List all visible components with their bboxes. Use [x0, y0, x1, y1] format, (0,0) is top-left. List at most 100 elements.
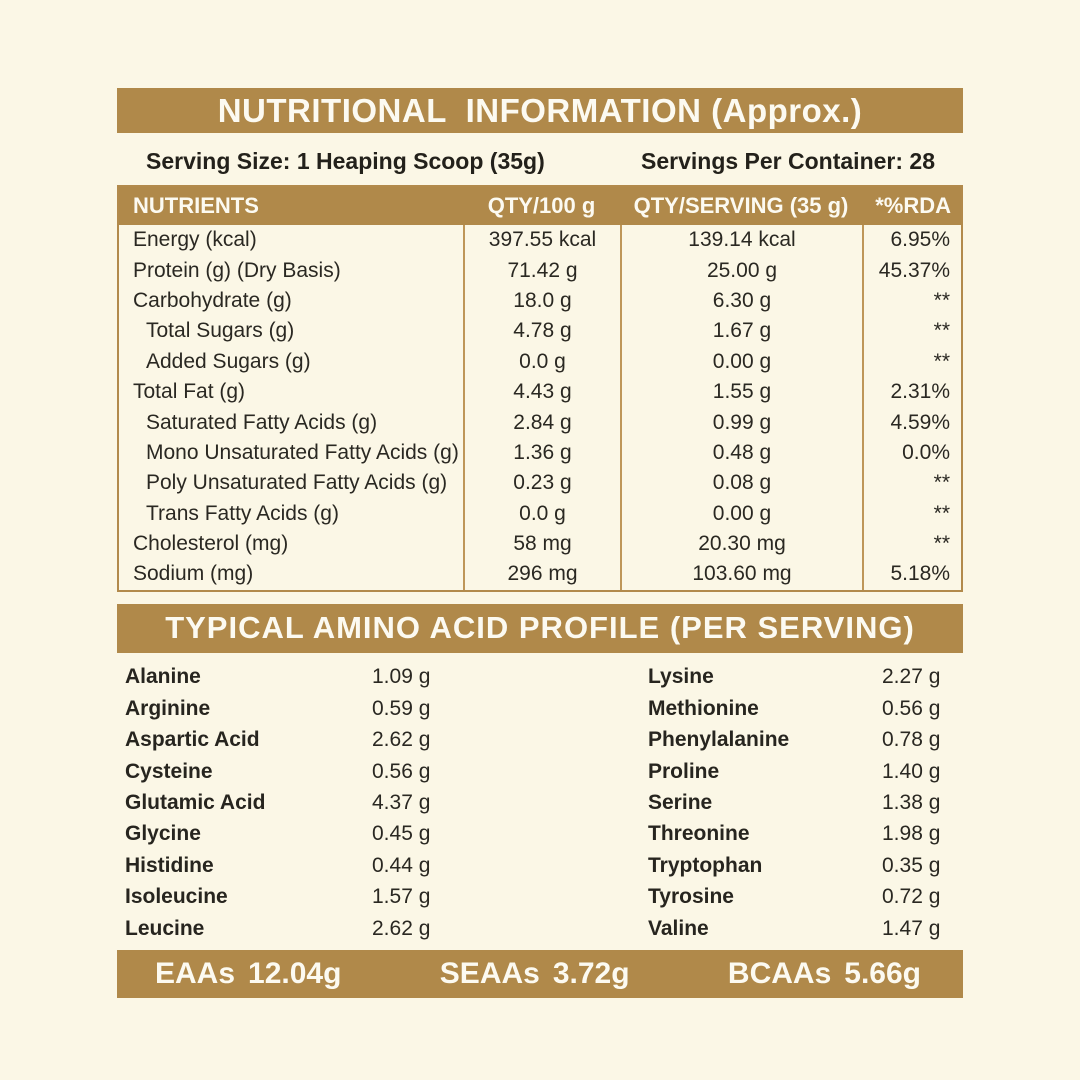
qty-100g-cell: 0.23 g: [463, 468, 620, 499]
serving-size-text: Serving Size: 1 Heaping Scoop (35g): [146, 147, 545, 174]
amino-acid-value: 0.44 g: [372, 853, 431, 877]
amino-total-item: EAAs 12.04g: [155, 957, 341, 991]
amino-acid-value: 2.27 g: [882, 665, 941, 689]
qty-100g-cell: 2.84 g: [463, 407, 620, 438]
amino-acid-name: Alanine: [125, 665, 201, 689]
nutrient-name-cell: Poly Unsaturated Fatty Acids (g): [146, 471, 448, 495]
qty-serving-cell: 0.08 g: [620, 468, 862, 499]
rda-value-cell: 5.18%: [862, 559, 961, 590]
header-qty-100g: QTY/100 g: [487, 193, 596, 218]
nutrient-name-cell: Added Sugars (g): [146, 349, 311, 373]
nutrient-name-cell: Cholesterol (mg): [133, 532, 289, 556]
rda-value-cell: **: [862, 498, 961, 529]
qty-100g-cell: 71.42 g: [463, 255, 620, 286]
nutrition-table-header: NUTRIENTS QTY/100 g QTY/SERVING (35 g) *…: [119, 187, 961, 225]
qty-serving-cell: 25.00 g: [620, 255, 862, 286]
qty-100g-cell: 0.0 g: [463, 346, 620, 377]
amino-acid-value: 1.57 g: [372, 885, 431, 909]
amino-acid-value: 0.78 g: [882, 728, 941, 752]
amino-acid-value: 4.37 g: [372, 790, 431, 814]
qty-100g-cell: 0.0 g: [463, 498, 620, 529]
qty-serving-cell: 1.67 g: [620, 316, 862, 347]
qty-serving-cell: 0.48 g: [620, 437, 862, 469]
amino-acid-grid: Alanine 1.09 g Lysine 2.27 g Arginine 0.59 g M…: [117, 662, 963, 945]
rda-value-cell: 2.31%: [862, 376, 961, 408]
rda-value-cell: **: [862, 468, 961, 499]
amino-acid-value: 0.35 g: [882, 853, 941, 877]
amino-acid-value: 1.98 g: [882, 822, 941, 846]
qty-serving-cell: 103.60 mg: [620, 559, 862, 590]
amino-acid-value: 0.59 g: [372, 696, 431, 720]
nutrient-name-cell: Total Fat (g): [133, 380, 246, 404]
amino-acid-name: Glycine: [125, 822, 201, 846]
nutrient-name-cell: Saturated Fatty Acids (g): [146, 410, 378, 434]
amino-total-item: SEAAs 3.72g: [440, 957, 630, 991]
rda-value-cell: 4.59%: [862, 407, 961, 438]
nutrient-name-cell: Total Sugars (g): [146, 319, 295, 343]
qty-100g-cell: 58 mg: [463, 528, 620, 560]
amino-acid-name: Cysteine: [125, 759, 213, 783]
servings-per-container-text: Servings Per Container: 28: [641, 147, 935, 174]
amino-acid-value: 1.47 g: [882, 916, 941, 940]
amino-acid-value: 0.72 g: [882, 885, 941, 909]
amino-acid-name: Tyrosine: [648, 885, 734, 909]
amino-total-value: 5.66g: [844, 957, 921, 991]
amino-total-item: BCAAs 5.66g: [728, 957, 921, 991]
amino-total-label: EAAs: [155, 957, 236, 991]
qty-100g-cell: 1.36 g: [463, 437, 620, 469]
nutrient-name-cell: Protein (g) (Dry Basis): [133, 258, 341, 282]
amino-acid-name: Isoleucine: [125, 885, 228, 909]
amino-acid-name: Valine: [648, 916, 709, 940]
amino-total-value: 3.72g: [552, 957, 630, 991]
amino-acid-name: Lysine: [648, 665, 714, 689]
nutrition-table-body: Energy (kcal) 397.55 kcal 139.14 kcal 6.95%…: [119, 225, 961, 590]
amino-acid-name: Phenylalanine: [648, 728, 790, 752]
qty-serving-cell: 0.00 g: [620, 346, 862, 377]
amino-acid-name: Histidine: [125, 853, 214, 877]
amino-acid-value: 1.38 g: [882, 790, 941, 814]
rda-value-cell: 6.95%: [862, 225, 961, 256]
qty-100g-cell: 4.43 g: [463, 376, 620, 408]
rda-value-cell: **: [862, 316, 961, 347]
qty-100g-cell: 18.0 g: [463, 285, 620, 317]
amino-acid-value: 2.62 g: [372, 728, 431, 752]
header-qty-serving: QTY/SERVING (35 g): [633, 193, 849, 218]
qty-100g-cell: 397.55 kcal: [463, 225, 620, 256]
amino-acid-value: 0.56 g: [882, 696, 941, 720]
amino-totals-banner: EAAs 12.04g SEAAs 3.72g BCAAs 5.66g: [117, 950, 963, 999]
amino-acid-name: Threonine: [648, 822, 750, 846]
nutrition-table: NUTRIENTS QTY/100 g QTY/SERVING (35 g) *…: [117, 185, 963, 592]
rda-value-cell: **: [862, 528, 961, 560]
qty-100g-cell: 4.78 g: [463, 316, 620, 347]
serving-info-row: Serving Size: 1 Heaping Scoop (35g) Serv…: [117, 146, 963, 176]
qty-serving-cell: 6.30 g: [620, 285, 862, 317]
qty-serving-cell: 0.99 g: [620, 407, 862, 438]
nutrient-name-cell: Mono Unsaturated Fatty Acids (g): [146, 440, 459, 464]
amino-acid-name: Proline: [648, 759, 720, 783]
amino-total-label: SEAAs: [439, 957, 540, 991]
amino-acid-name: Tryptophan: [648, 853, 763, 877]
amino-acid-name: Glutamic Acid: [125, 790, 266, 814]
amino-acid-value: 1.09 g: [372, 665, 431, 689]
rda-value-cell: **: [862, 346, 961, 377]
amino-acid-name: Arginine: [125, 696, 211, 720]
amino-total-value: 12.04g: [248, 957, 342, 991]
amino-acid-value: 2.62 g: [372, 916, 431, 940]
amino-acid-name: Methionine: [648, 696, 759, 720]
qty-100g-cell: 296 mg: [463, 559, 620, 590]
amino-acid-name: Leucine: [125, 916, 205, 940]
amino-acid-value: 1.40 g: [882, 759, 941, 783]
qty-serving-cell: 0.00 g: [620, 498, 862, 529]
amino-acid-name: Serine: [648, 790, 713, 814]
nutrient-name-cell: Carbohydrate (g): [133, 288, 292, 312]
nutrient-name-cell: Energy (kcal): [133, 228, 257, 252]
rda-value-cell: **: [862, 285, 961, 317]
qty-serving-cell: 20.30 mg: [620, 528, 862, 560]
amino-total-label: BCAAs: [727, 957, 832, 991]
amino-acid-value: 0.45 g: [372, 822, 431, 846]
amino-acid-profile-title-banner: TYPICAL AMINO ACID PROFILE (PER SERVING): [117, 603, 963, 653]
rda-value-cell: 45.37%: [862, 255, 961, 286]
qty-serving-cell: 139.14 kcal: [620, 225, 862, 256]
header-nutrients: NUTRIENTS: [133, 193, 259, 218]
